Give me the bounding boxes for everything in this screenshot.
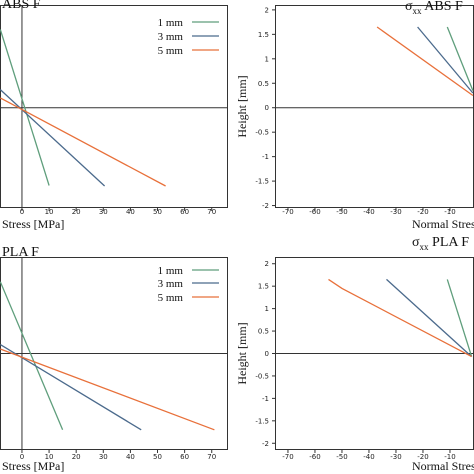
y-tick-label: -1 bbox=[262, 395, 269, 403]
y-tick-label: -1 bbox=[262, 153, 269, 161]
x-tick-label: -50 bbox=[336, 208, 347, 216]
title-part: xx bbox=[420, 242, 430, 252]
x-tick-label: -30 bbox=[390, 453, 401, 461]
x-tick-label: 50 bbox=[153, 453, 162, 461]
plot-frame bbox=[0, 5, 228, 208]
legend-label: 5 mm bbox=[158, 292, 184, 304]
y-tick-label: 1 bbox=[265, 305, 269, 313]
y-axis-label: Height [mm] bbox=[235, 75, 249, 137]
legend-label: 5 mm bbox=[158, 45, 184, 57]
x-tick-label: 50 bbox=[153, 208, 162, 216]
x-tick-label: 20 bbox=[72, 208, 81, 216]
x-axis-label: Normal Stress [MPa] bbox=[412, 459, 474, 473]
title-part: xx bbox=[413, 6, 423, 16]
plot-lines bbox=[0, 281, 215, 431]
y-tick-label: -1.5 bbox=[255, 417, 269, 425]
x-tick-label: -70 bbox=[282, 453, 293, 461]
series-line bbox=[417, 26, 474, 94]
chart-title: σxx ABS F bbox=[405, 0, 463, 16]
y-tick-label: -2 bbox=[262, 440, 269, 448]
series-line bbox=[446, 26, 474, 91]
x-tick-label: -70 bbox=[282, 208, 293, 216]
plot-frame bbox=[275, 5, 474, 208]
title-part: σ bbox=[412, 235, 420, 250]
x-tick-label: 60 bbox=[180, 453, 189, 461]
series-line bbox=[0, 97, 166, 187]
x-tick-label: 40 bbox=[126, 208, 135, 216]
series-line bbox=[0, 89, 106, 187]
x-tick-label: 30 bbox=[99, 453, 108, 461]
legend-label: 3 mm bbox=[158, 278, 184, 290]
plot-lines bbox=[328, 278, 473, 358]
y-tick-label: -0.5 bbox=[255, 129, 269, 137]
series-line bbox=[446, 279, 473, 357]
chart-title: σxx PLA F bbox=[412, 235, 469, 252]
series-line bbox=[328, 278, 472, 358]
x-tick-label: 60 bbox=[180, 208, 189, 216]
series-line bbox=[0, 343, 142, 431]
y-axis-label: Height [mm] bbox=[235, 322, 249, 384]
y-tick-label: 2 bbox=[265, 260, 269, 268]
legend-label: 3 mm bbox=[158, 31, 184, 43]
series-line bbox=[0, 29, 50, 186]
x-tick-label: 10 bbox=[45, 453, 54, 461]
plot-lines bbox=[0, 29, 166, 187]
x-tick-label: -60 bbox=[309, 208, 320, 216]
y-tick-label: 0 bbox=[265, 104, 269, 112]
x-axis-label: Stress [MPa] bbox=[2, 217, 64, 231]
x-tick-label: 0 bbox=[20, 208, 24, 216]
y-tick-label: 0.5 bbox=[258, 328, 269, 336]
y-tick-label: 1 bbox=[265, 55, 269, 63]
y-tick-label: -2 bbox=[262, 202, 269, 210]
legend-label: 1 mm bbox=[158, 265, 184, 277]
series-line bbox=[0, 348, 215, 431]
title-part: PLA F bbox=[429, 235, 470, 250]
title-part: ABS F bbox=[422, 0, 463, 14]
x-tick-label: -10 bbox=[444, 208, 455, 216]
y-tick-label: 2 bbox=[265, 6, 269, 14]
x-axis-label: Normal Stress [MPa] bbox=[412, 217, 474, 231]
series-line bbox=[0, 281, 64, 431]
x-tick-label: -30 bbox=[390, 208, 401, 216]
x-axis-label: Stress [MPa] bbox=[2, 459, 64, 473]
y-tick-label: 1.5 bbox=[258, 31, 269, 39]
x-tick-label: 70 bbox=[207, 208, 216, 216]
y-tick-label: -0.5 bbox=[255, 372, 269, 380]
x-tick-label: -50 bbox=[336, 453, 347, 461]
y-tick-label: 0 bbox=[265, 350, 269, 358]
x-tick-label: -60 bbox=[309, 453, 320, 461]
x-tick-label: 30 bbox=[99, 208, 108, 216]
chart-title: PLA F bbox=[2, 245, 39, 260]
plot-lines bbox=[376, 26, 474, 97]
x-tick-label: -10 bbox=[444, 453, 455, 461]
y-tick-label: 0.5 bbox=[258, 80, 269, 88]
x-tick-label: -40 bbox=[363, 453, 374, 461]
y-tick-label: 1.5 bbox=[258, 283, 269, 291]
x-tick-label: -20 bbox=[417, 208, 428, 216]
x-tick-label: 40 bbox=[126, 453, 135, 461]
x-tick-label: 10 bbox=[45, 208, 54, 216]
series-line bbox=[376, 26, 474, 97]
x-tick-label: -40 bbox=[363, 208, 374, 216]
legend-label: 1 mm bbox=[158, 17, 184, 29]
title-part: σ bbox=[405, 0, 413, 14]
chart-title: ABS F bbox=[2, 0, 41, 12]
y-tick-label: -1.5 bbox=[255, 178, 269, 186]
x-tick-label: -20 bbox=[417, 453, 428, 461]
series-line bbox=[386, 278, 473, 358]
x-tick-label: 70 bbox=[207, 453, 216, 461]
x-tick-label: 0 bbox=[20, 453, 24, 461]
x-tick-label: 20 bbox=[72, 453, 81, 461]
